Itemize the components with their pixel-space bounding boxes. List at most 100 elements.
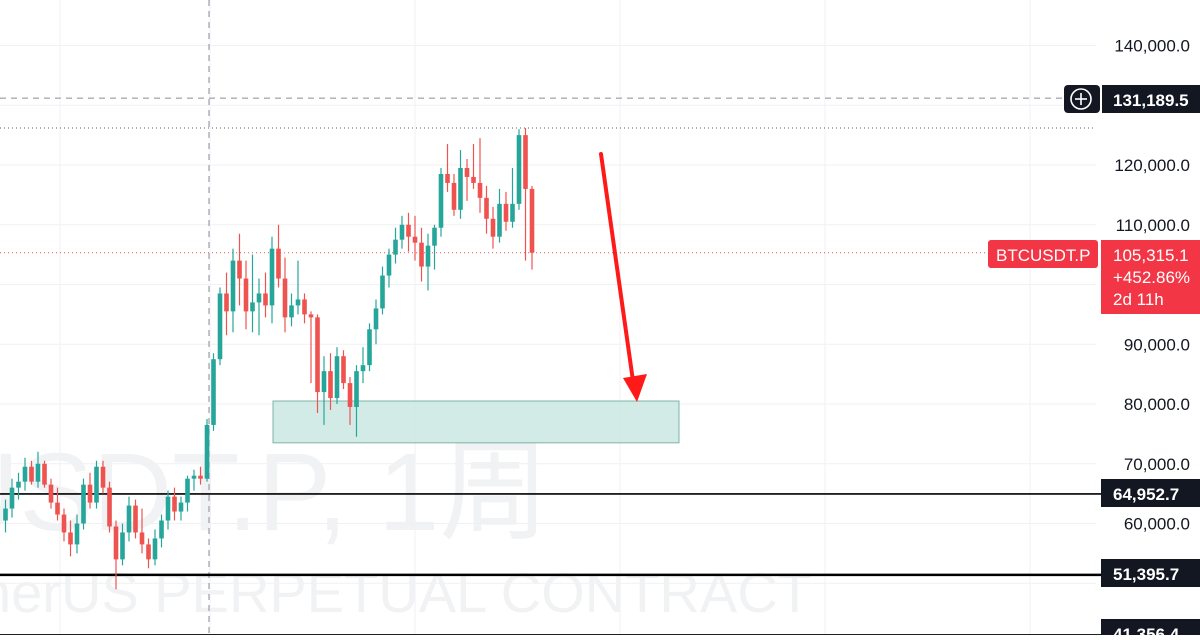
candle-body xyxy=(191,475,197,479)
price-tick-label: 90,000.0 xyxy=(1124,335,1190,354)
last-price-label: 105,315.1 xyxy=(1113,246,1189,265)
candle xyxy=(230,248,236,333)
candle xyxy=(61,508,67,542)
grid-lines xyxy=(0,0,1096,635)
candle xyxy=(87,472,93,509)
price-tick-label: 60,000.0 xyxy=(1124,515,1190,534)
candle-body xyxy=(230,260,236,312)
candle-body xyxy=(16,481,21,488)
price-axis-ticks: 140,000.0 120,000.0 110,000.0 90,000.0 80,00… xyxy=(1114,37,1190,534)
level-badge-mid: 51,395.7 xyxy=(1101,559,1200,587)
candle xyxy=(217,287,223,366)
candle-body xyxy=(159,520,164,539)
candle-body xyxy=(237,260,242,279)
level-badge-high: 64,952.7 xyxy=(1101,479,1200,507)
candle-body xyxy=(269,248,275,306)
price-tick-label: 70,000.0 xyxy=(1124,455,1190,474)
candle-body xyxy=(198,475,203,479)
candle-body xyxy=(503,203,509,222)
candle-body xyxy=(406,224,411,237)
candle-body xyxy=(107,487,112,527)
candle-body xyxy=(263,293,268,306)
candle xyxy=(516,129,522,210)
candle xyxy=(204,418,210,482)
candle xyxy=(503,191,509,231)
candle xyxy=(529,185,535,270)
candle-body xyxy=(9,487,15,509)
candle-body xyxy=(165,496,171,521)
candle xyxy=(146,538,151,569)
watermark-description: herUS PERPETUAL CONTRACT xyxy=(0,561,812,624)
candle-body xyxy=(445,173,450,183)
candle-body xyxy=(35,463,41,482)
candle-body xyxy=(29,466,34,482)
candle-body xyxy=(211,359,216,425)
candle-body xyxy=(412,236,418,243)
candle-body xyxy=(510,203,515,222)
candle-body xyxy=(438,173,444,228)
candle-body xyxy=(42,463,47,485)
candle-body xyxy=(87,484,93,503)
candle xyxy=(321,356,327,425)
candle-body xyxy=(74,523,80,545)
candle-body xyxy=(81,484,86,524)
candle-body xyxy=(217,293,223,360)
candle-body xyxy=(516,135,522,204)
candle-body xyxy=(393,239,398,255)
candle xyxy=(94,460,99,509)
candle xyxy=(412,215,418,261)
candle xyxy=(484,185,489,234)
candle xyxy=(490,206,496,249)
candle xyxy=(172,487,177,521)
candle xyxy=(3,499,8,533)
candle xyxy=(22,457,28,491)
candle xyxy=(250,254,255,333)
candle xyxy=(133,499,138,539)
candle-body xyxy=(295,299,301,306)
candle-body xyxy=(172,496,177,512)
level-mid-label: 51,395.7 xyxy=(1113,565,1179,584)
plus-circle-icon[interactable] xyxy=(1070,88,1092,110)
candle-body xyxy=(484,197,489,219)
candle-body xyxy=(497,203,502,237)
candle-body xyxy=(490,218,496,237)
candle-body xyxy=(178,502,184,512)
price-badge-bg xyxy=(1101,240,1200,314)
candle-body xyxy=(399,224,405,240)
candle-body xyxy=(341,356,346,384)
candle-body xyxy=(328,371,333,399)
candle xyxy=(347,377,353,425)
candle xyxy=(282,257,288,333)
candle xyxy=(224,272,229,336)
candle-body xyxy=(250,302,255,312)
candle xyxy=(237,233,242,306)
candle xyxy=(445,144,450,192)
support-zone-rect[interactable] xyxy=(272,400,680,444)
candle-body xyxy=(100,466,106,488)
candle xyxy=(386,248,392,288)
candle-body xyxy=(48,484,54,503)
price-tick-label: 80,000.0 xyxy=(1124,395,1190,414)
candle xyxy=(302,293,307,324)
candle xyxy=(419,227,424,282)
candle xyxy=(432,224,437,270)
support-zone-group xyxy=(272,400,680,444)
candle-body xyxy=(321,371,327,393)
candle-body xyxy=(256,293,262,303)
candle xyxy=(152,529,158,566)
level-badge-low: 41,356.4 xyxy=(1101,619,1200,640)
candle-body xyxy=(334,356,340,399)
last-price-badge: BTCUSDT.P 105,315.1 +452.86% 2d 11h xyxy=(988,240,1200,314)
symbol-badge-label: BTCUSDT.P xyxy=(996,246,1090,265)
candle-body xyxy=(471,176,476,183)
crosshair-price-badge: 131,189.5 xyxy=(1064,85,1200,113)
candle-body xyxy=(146,544,151,560)
candle xyxy=(276,224,281,288)
horizontal-levels xyxy=(0,97,1101,636)
candle-body xyxy=(425,245,431,267)
candle-body xyxy=(360,365,366,372)
candle xyxy=(315,314,320,413)
candle-body xyxy=(386,254,392,276)
